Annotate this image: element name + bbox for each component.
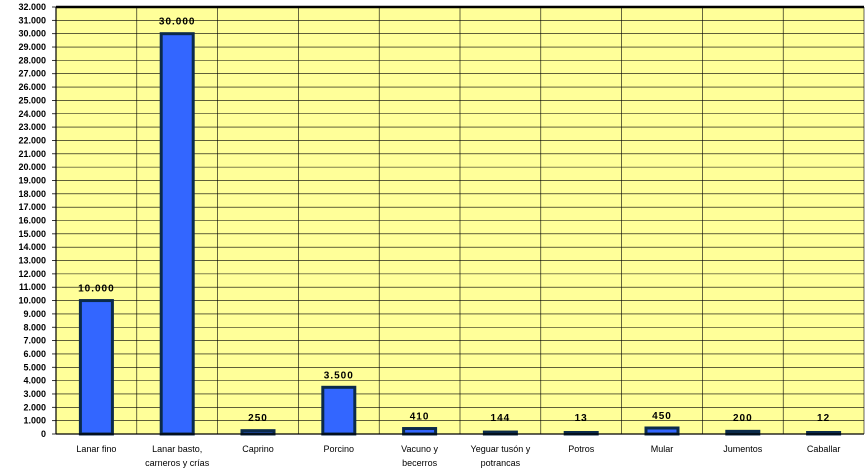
data-label: 144 (491, 413, 511, 424)
y-tick-label: 27.000 (18, 69, 46, 79)
data-label: 30.000 (159, 17, 196, 28)
y-tick-label: 23.000 (18, 122, 46, 132)
y-tick-label: 8.000 (23, 322, 46, 332)
category-label: Yeguar tusón y (471, 444, 531, 454)
category-label: carneros y crías (145, 458, 210, 468)
y-tick-label: 28.000 (18, 55, 46, 65)
axes (55, 5, 864, 435)
category-label: Caballar (807, 444, 841, 454)
bar (644, 426, 680, 436)
category-label: potrancas (481, 458, 521, 468)
y-tick-label: 10.000 (18, 296, 46, 306)
y-axis-tick-labels: 0 1.000 2.000 3.000 4.000 5.000 6.000 7.000 8.00… (18, 2, 56, 439)
data-label: 250 (248, 413, 268, 424)
y-tick-label: 21.000 (18, 149, 46, 159)
y-tick-label: 0 (41, 429, 46, 439)
y-tick-label: 20.000 (18, 162, 46, 172)
y-tick-label: 18.000 (18, 189, 46, 199)
category-label: Mular (651, 444, 674, 454)
y-tick-label: 5.000 (23, 362, 46, 372)
y-tick-label: 7.000 (23, 336, 46, 346)
y-tick-label: 1.000 (23, 416, 46, 426)
y-tick-label: 2.000 (23, 402, 46, 412)
y-tick-label: 26.000 (18, 82, 46, 92)
y-tick-label: 25.000 (18, 95, 46, 105)
y-tick-label: 19.000 (18, 175, 46, 185)
y-tick-label: 29.000 (18, 42, 46, 52)
data-label: 3.500 (324, 370, 354, 381)
bar (159, 32, 195, 436)
y-tick-label: 13.000 (18, 256, 46, 266)
y-tick-label: 6.000 (23, 349, 46, 359)
category-label: Potros (568, 444, 595, 454)
y-tick-label: 11.000 (19, 282, 46, 292)
y-tick-label: 17.000 (18, 202, 46, 212)
bar (321, 385, 357, 436)
category-label: Vacuno y (401, 444, 438, 454)
y-tick-label: 30.000 (18, 29, 46, 39)
data-label: 450 (652, 411, 672, 422)
y-tick-label: 32.000 (18, 2, 46, 12)
data-label: 410 (410, 412, 430, 423)
category-label: becerros (402, 458, 438, 468)
data-label: 10.000 (78, 284, 115, 295)
data-label: 12 (817, 413, 830, 424)
y-tick-label: 4.000 (23, 376, 46, 386)
category-label: Caprino (242, 444, 274, 454)
category-label: Jumentos (723, 444, 763, 454)
bar (78, 299, 114, 436)
bar (402, 427, 438, 436)
y-tick-label: 16.000 (18, 216, 46, 226)
data-label: 200 (733, 413, 753, 424)
y-tick-label: 3.000 (23, 389, 46, 399)
category-label: Lanar fino (76, 444, 116, 454)
y-tick-label: 22.000 (18, 135, 46, 145)
y-tick-label: 12.000 (18, 269, 46, 279)
data-label: 13 (575, 413, 588, 424)
category-labels: Lanar fino Lanar basto, carneros y crías Ca… (76, 444, 840, 468)
data-labels: 10.000 30.000 250 3.500 410 144 13 450 200 12 (78, 17, 830, 424)
category-label: Porcino (324, 444, 355, 454)
y-tick-label: 9.000 (23, 309, 46, 319)
category-label: Lanar basto, (152, 444, 202, 454)
y-tick-label: 15.000 (18, 229, 46, 239)
y-tick-label: 24.000 (18, 109, 46, 119)
y-tick-label: 14.000 (18, 242, 46, 252)
y-tick-label: 31.000 (18, 15, 46, 25)
